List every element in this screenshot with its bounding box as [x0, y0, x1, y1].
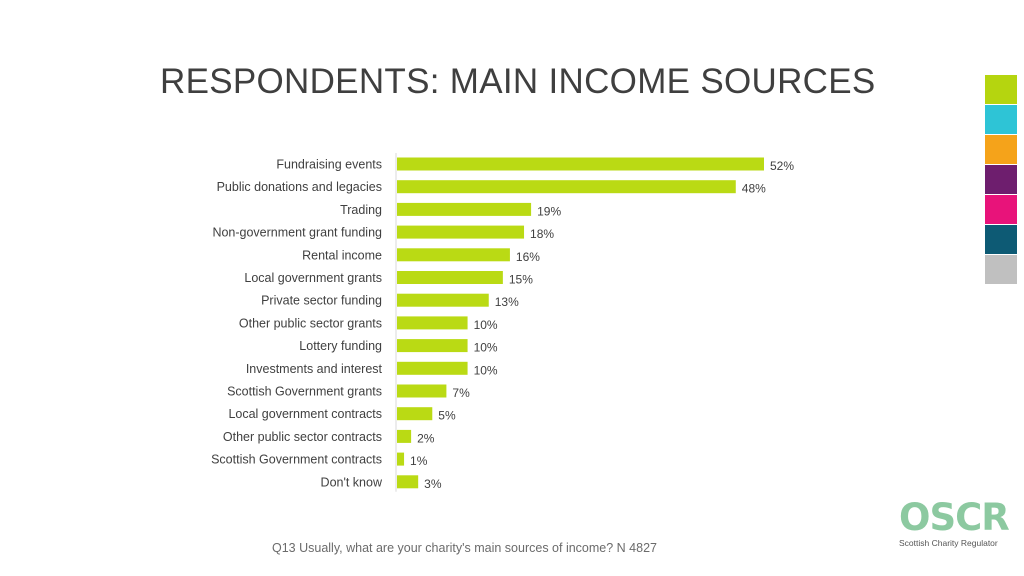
color-swatch — [985, 135, 1017, 165]
logo-wordmark: OSCR — [899, 496, 1010, 539]
bar — [397, 225, 525, 239]
category-label: Non-government grant funding — [212, 226, 382, 240]
oscr-logo: OSCR Scottish Charity Regulator — [899, 496, 1010, 548]
category-label: Other public sector contracts — [223, 430, 382, 444]
color-swatch-strip — [985, 75, 1017, 285]
color-swatch — [985, 105, 1017, 135]
bar — [397, 339, 468, 353]
color-swatch — [985, 255, 1017, 285]
bar — [397, 248, 510, 262]
data-label: 18% — [530, 227, 554, 241]
category-label: Other public sector grants — [239, 316, 382, 330]
logo-subtitle: Scottish Charity Regulator — [899, 538, 998, 548]
data-label: 1% — [410, 454, 428, 468]
bar — [397, 429, 412, 443]
bar — [397, 180, 736, 194]
bar — [397, 157, 764, 171]
category-label: Don't know — [321, 475, 383, 489]
bar — [397, 384, 447, 398]
data-label: 15% — [509, 273, 533, 287]
category-label: Scottish Government contracts — [211, 453, 382, 467]
data-label: 3% — [424, 477, 442, 491]
category-label: Public donations and legacies — [217, 180, 382, 194]
bar — [397, 452, 405, 466]
category-label: Investments and interest — [246, 362, 383, 376]
data-label: 2% — [417, 431, 435, 445]
color-swatch — [985, 195, 1017, 225]
category-label: Private sector funding — [261, 294, 382, 308]
bar — [397, 271, 503, 284]
category-label: Local government grants — [244, 271, 382, 285]
category-label: Fundraising events — [276, 158, 382, 172]
category-label: Rental income — [302, 248, 382, 262]
bar — [397, 407, 433, 421]
data-label: 13% — [495, 295, 519, 309]
chart-title: RESPONDENTS: MAIN INCOME SOURCES — [160, 62, 876, 101]
data-label: 7% — [452, 386, 470, 400]
bar-chart: Fundraising events 52% Public donations an… — [211, 153, 794, 492]
color-swatch — [985, 225, 1017, 255]
category-label: Scottish Government grants — [227, 385, 382, 399]
bar — [397, 202, 532, 216]
category-label: Lottery funding — [299, 339, 382, 353]
category-label: Local government contracts — [228, 407, 382, 421]
color-swatch — [985, 75, 1017, 105]
bar — [397, 475, 419, 489]
data-label: 16% — [516, 250, 540, 264]
data-label: 10% — [474, 341, 498, 355]
data-label: 10% — [474, 363, 498, 377]
color-swatch — [985, 165, 1017, 195]
category-label: Trading — [340, 203, 382, 217]
bar — [397, 361, 468, 375]
data-label: 5% — [438, 409, 456, 423]
footnote: Q13 Usually, what are your charity's mai… — [272, 541, 657, 555]
data-label: 52% — [770, 159, 794, 173]
bar — [397, 316, 468, 330]
data-label: 10% — [474, 318, 498, 332]
bar — [397, 293, 489, 307]
data-label: 48% — [742, 182, 766, 196]
data-label: 19% — [537, 204, 561, 218]
